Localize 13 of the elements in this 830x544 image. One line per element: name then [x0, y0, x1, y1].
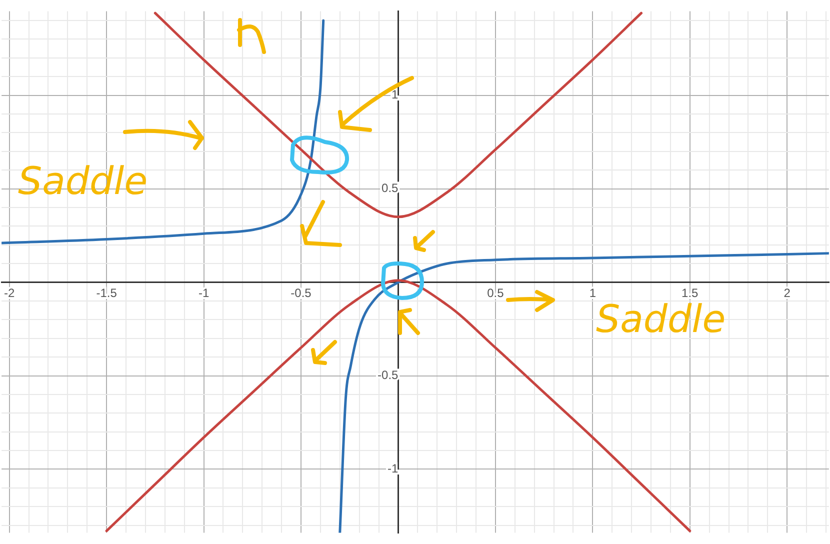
x-tick-label: -1.5 — [96, 286, 118, 300]
line-series — [338, 252, 829, 533]
annotation: Saddle — [596, 297, 726, 341]
x-tick-label: 1.5 — [682, 286, 699, 300]
x-tick-label: -0.5 — [290, 286, 312, 300]
x-tick-label: 2 — [784, 286, 791, 300]
x-tick-label: 1 — [589, 286, 596, 300]
x-tick-label: -2 — [4, 286, 15, 300]
line-series — [154, 12, 643, 218]
line-series — [2, 19, 325, 244]
x-tick-label: 0.5 — [487, 286, 504, 300]
x-tick-label: -1 — [198, 286, 210, 300]
annotation: Saddle — [18, 159, 148, 203]
